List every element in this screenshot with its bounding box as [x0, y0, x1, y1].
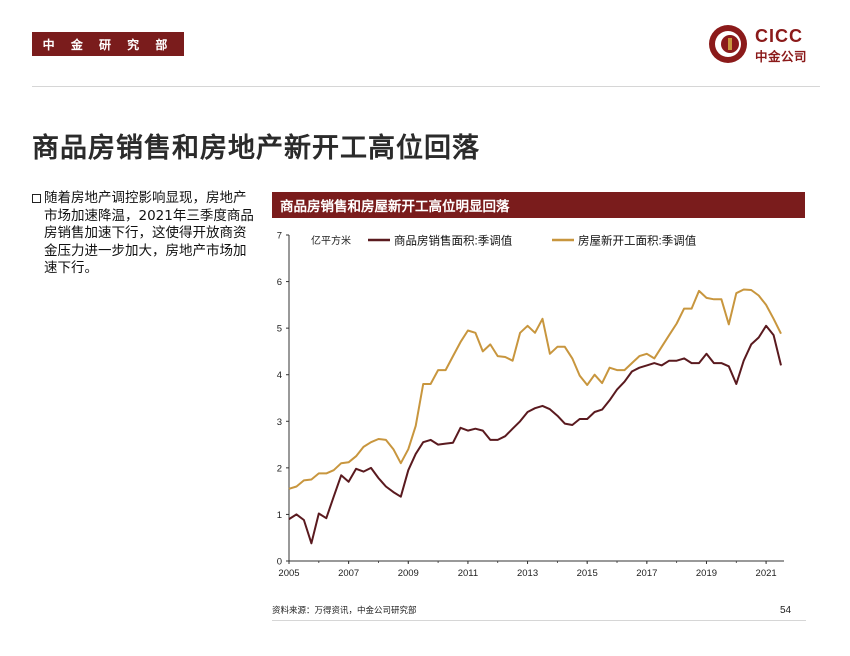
logo-text-cn: 中金公司: [755, 49, 808, 64]
cicc-logo: CICC 中金公司: [708, 24, 820, 64]
y-tick-label: 0: [277, 557, 282, 568]
chart-title: 商品房销售和房屋新开工高位明显回落: [280, 199, 510, 215]
chart-axes: 0 1 2 3 4 5 6 7 2005 2007 2009 2011 2013 2015 2017 2019…: [277, 231, 784, 579]
header-divider: [32, 86, 820, 87]
bullet-text: 随着房地产调控影响显现，房地产市场加速降温，2021年三季度商品房销售加速下行，…: [44, 190, 254, 276]
x-tick-label: 2007: [338, 568, 359, 579]
series-line-sales-area: [288, 324, 782, 545]
x-tick-label: 2019: [696, 568, 717, 579]
y-tick-label: 1: [277, 510, 282, 521]
source-note: 资料来源：万得资讯，中金公司研究部: [272, 606, 417, 616]
x-tick-label: 2011: [458, 568, 478, 579]
square-bullet-icon: [32, 194, 41, 203]
bullet-point: 随着房地产调控影响显现，房地产市场加速降温，2021年三季度商品房销售加速下行，…: [32, 190, 256, 278]
y-tick-label: 7: [277, 231, 282, 242]
chart-series: [288, 288, 782, 545]
footer-divider: [272, 620, 806, 621]
y-tick-label: 2: [277, 463, 282, 474]
x-tick-label: 2005: [278, 568, 299, 579]
x-tick-label: 2015: [577, 568, 598, 579]
x-tick-label: 2009: [398, 568, 419, 579]
page-number: 54: [780, 605, 792, 616]
y-unit-label: 亿平方米: [311, 234, 351, 247]
y-tick-label: 3: [277, 417, 282, 428]
y-tick-label: 6: [277, 277, 282, 288]
series-line-new-starts-area: [288, 288, 782, 490]
x-tick-label: 2017: [636, 568, 657, 579]
chart-title-banner: 商品房销售和房屋新开工高位明显回落: [272, 192, 805, 218]
line-chart: 0 1 2 3 4 5 6 7 2005 2007 2009 2011 2013 2015 2017 2019…: [277, 231, 784, 579]
cicc-logo-mark-icon: [709, 25, 747, 63]
legend-label: 商品房销售面积:季调值: [394, 234, 513, 248]
y-tick-label: 4: [277, 370, 282, 381]
logo-text-en: CICC: [755, 26, 803, 46]
legend-label: 房屋新开工面积:季调值: [578, 234, 697, 248]
y-tick-label: 5: [277, 324, 282, 335]
x-tick-label: 2013: [517, 568, 538, 579]
slide-title: 商品房销售和房地产新开工高位回落: [32, 133, 480, 164]
chart-legend: 亿平方米 商品房销售面积:季调值 房屋新开工面积:季调值: [311, 234, 697, 248]
x-tick-label: 2021: [756, 568, 777, 579]
department-badge: 中 金 研 究 部: [32, 32, 184, 56]
department-label: 中 金 研 究 部: [42, 37, 174, 52]
